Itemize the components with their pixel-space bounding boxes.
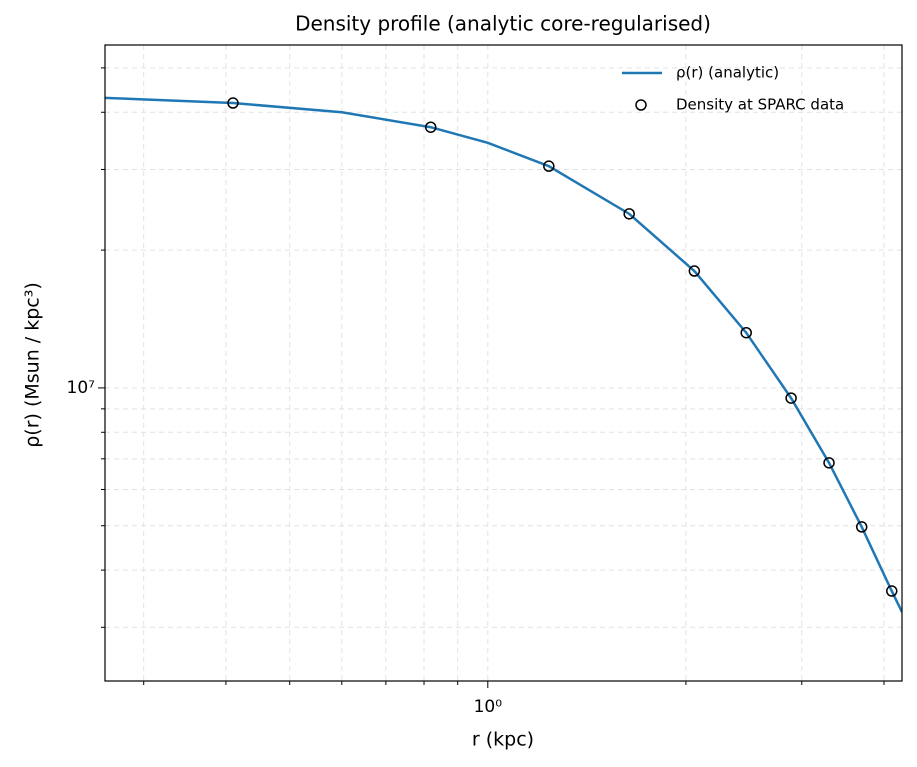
y-tick-label: 10⁷ — [67, 378, 96, 398]
data-point — [424, 121, 437, 133]
data-point — [623, 208, 635, 220]
data-point — [543, 160, 555, 172]
chart-title: Density profile (analytic core-regularis… — [295, 12, 711, 36]
line-series — [105, 96, 902, 613]
plot-frame — [104, 44, 903, 682]
data-point — [688, 265, 701, 277]
y-axis-label: ρ(r) (Msun / kpc³) — [22, 282, 44, 448]
legend-marker — [635, 99, 647, 111]
x-tick-label: 10⁰ — [474, 697, 503, 717]
x-axis-label: r (kpc) — [472, 729, 534, 751]
data-point — [886, 585, 898, 597]
legend-label: Density at SPARC data — [676, 96, 844, 114]
data-point — [740, 326, 752, 339]
data-point — [823, 457, 835, 469]
data-point — [855, 521, 868, 533]
data-point — [785, 392, 797, 404]
data-point — [227, 97, 239, 109]
legend-label: ρ(r) (analytic) — [676, 64, 779, 82]
